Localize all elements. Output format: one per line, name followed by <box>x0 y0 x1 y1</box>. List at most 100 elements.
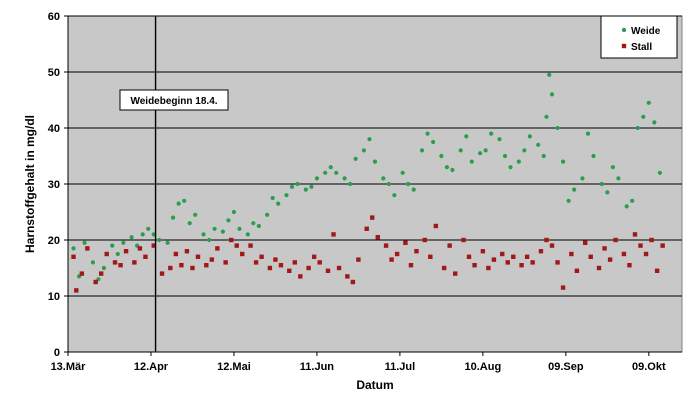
y-axis-title: Harnstoffgehalt in mg/dl <box>23 115 37 253</box>
point-stall <box>173 251 179 257</box>
point-stall <box>654 268 660 273</box>
weidebeginn-label: Weidebeginn 18.4. <box>130 96 217 107</box>
point-weide <box>121 240 126 245</box>
point-weide <box>411 187 416 192</box>
point-stall <box>422 237 427 243</box>
point-weide <box>361 148 367 153</box>
point-weide <box>560 159 566 164</box>
point-stall <box>447 243 452 248</box>
point-stall <box>607 257 613 262</box>
point-weide <box>419 148 425 153</box>
point-weide <box>464 134 469 139</box>
y-tick-label: 30 <box>48 179 60 191</box>
point-weide <box>483 148 488 153</box>
point-weide <box>276 201 281 206</box>
point-weide <box>624 204 629 209</box>
point-weide <box>187 221 192 226</box>
point-stall <box>370 215 375 220</box>
point-weide <box>547 72 552 77</box>
point-stall <box>480 249 486 254</box>
point-stall <box>500 251 505 257</box>
point-weide <box>237 226 242 231</box>
point-stall <box>574 268 580 273</box>
point-stall <box>267 265 273 271</box>
point-stall <box>555 260 560 265</box>
point-stall <box>306 265 311 271</box>
annotation-group: Weidebeginn 18.4. <box>119 16 229 352</box>
point-weide <box>201 232 206 237</box>
point-weide <box>652 120 657 125</box>
point-weide <box>425 131 430 136</box>
weidebeginn-label-box <box>119 89 229 111</box>
point-stall <box>649 237 654 243</box>
point-stall <box>486 265 491 271</box>
legend: Weide Stall <box>600 15 678 59</box>
point-weide <box>450 167 455 173</box>
point-weide <box>129 235 134 240</box>
point-weide <box>256 223 261 229</box>
legend-marker-stall <box>621 43 627 49</box>
point-weide <box>372 159 378 164</box>
point-stall <box>259 254 264 259</box>
point-weide <box>206 237 212 243</box>
point-weide <box>635 125 640 131</box>
point-stall <box>151 243 156 248</box>
point-stall <box>209 257 215 262</box>
point-stall <box>79 271 85 276</box>
point-stall <box>273 257 278 262</box>
point-stall <box>403 240 408 245</box>
x-axis-title: Datum <box>356 378 393 392</box>
legend-label-stall: Stall <box>631 42 652 53</box>
x-tick-label: 12.Mai <box>217 361 251 373</box>
legend-marker-weide <box>621 27 627 33</box>
point-stall <box>345 274 350 279</box>
point-stall <box>223 260 228 265</box>
axes: 0 10 20 30 40 50 60 13.Mär 12.Apr 12.Mai 11.Jun 11.… <box>48 11 682 373</box>
point-weide <box>444 165 450 170</box>
point-weide <box>580 176 585 181</box>
point-weide <box>430 139 436 145</box>
point-weide <box>616 176 621 181</box>
point-stall <box>143 254 148 259</box>
point-stall <box>414 249 419 254</box>
data-series <box>71 72 665 293</box>
point-stall <box>621 251 627 257</box>
point-stall <box>505 260 510 265</box>
point-stall <box>248 243 253 248</box>
y-tick-label: 60 <box>48 11 60 23</box>
point-weide <box>309 184 314 189</box>
point-weide <box>406 181 411 187</box>
point-weide <box>212 226 217 231</box>
point-weide <box>295 181 300 187</box>
point-stall <box>511 254 516 259</box>
point-stall <box>356 257 361 262</box>
point-weide <box>220 229 225 234</box>
point-stall <box>375 235 380 240</box>
point-weide <box>328 165 333 170</box>
point-weide <box>541 153 546 159</box>
x-tick-label: 11.Jul <box>385 361 416 373</box>
point-weide <box>323 170 328 175</box>
point-stall <box>582 240 588 245</box>
point-weide <box>646 100 651 105</box>
point-stall <box>530 260 535 265</box>
point-stall <box>549 243 555 248</box>
x-tick-label: 11.Jun <box>300 361 335 373</box>
point-weide <box>605 190 610 195</box>
point-stall <box>461 237 466 243</box>
point-weide <box>630 198 635 203</box>
point-stall <box>660 243 665 248</box>
point-weide <box>140 232 145 237</box>
point-weide <box>641 114 646 119</box>
point-stall <box>383 243 389 248</box>
point-stall <box>278 263 284 268</box>
point-stall <box>317 260 322 265</box>
point-stall <box>632 232 638 237</box>
point-weide <box>353 156 358 161</box>
point-weide <box>392 193 397 198</box>
point-stall <box>613 237 618 243</box>
point-weide <box>251 221 256 226</box>
point-weide <box>585 131 591 136</box>
point-stall <box>98 271 104 276</box>
